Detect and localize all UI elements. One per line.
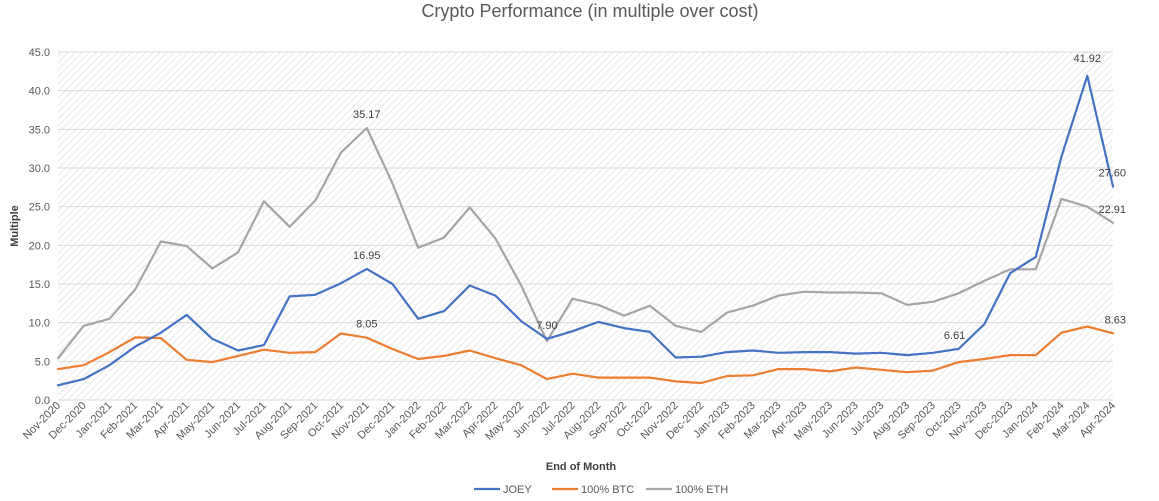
legend-label: 100% ETH — [675, 484, 728, 496]
data-label: 35.17 — [353, 109, 381, 121]
data-label: 41.92 — [1074, 53, 1102, 65]
y-tick-label: 10.0 — [29, 318, 50, 330]
data-labels: 16.95 7.90 6.61 41.92 27.60 8.05 8.63 35.17 22.9… — [353, 53, 1126, 342]
y-tick-label: 45.0 — [29, 47, 50, 59]
y-tick-label: 30.0 — [29, 163, 50, 175]
series-lines — [56, 74, 1115, 387]
legend-label: JOEY — [503, 484, 532, 496]
gridlines — [58, 51, 1113, 401]
chart-title: Crypto Performance (in multiple over cos… — [421, 1, 758, 21]
y-tick-label: 0.0 — [35, 395, 50, 407]
y-tick-label: 35.0 — [29, 124, 50, 136]
x-axis-ticks: Nov-2020Dec-2020Jan-2021Feb-2021Mar-2021… — [21, 400, 1118, 443]
legend-label: 100% BTC — [581, 484, 634, 496]
series-line-100-eth — [56, 126, 1115, 360]
data-label: 7.90 — [536, 320, 557, 332]
data-label: 8.05 — [356, 319, 377, 331]
y-tick-label: 25.0 — [29, 202, 50, 214]
data-label: 6.61 — [944, 330, 965, 342]
series-line-100-btc — [56, 325, 1115, 385]
y-tick-label: 40.0 — [29, 86, 50, 98]
y-tick-label: 5.0 — [35, 356, 50, 368]
y-tick-label: 20.0 — [29, 240, 50, 252]
y-axis-title: Multiple — [9, 205, 21, 247]
plot-area — [58, 52, 1113, 400]
x-axis-title: End of Month — [546, 461, 617, 473]
data-label: 27.60 — [1098, 168, 1126, 180]
series-line-joey — [56, 74, 1115, 387]
legend: JOEY 100% BTC 100% ETH — [474, 484, 728, 496]
y-axis-ticks: 0.0 5.0 10.0 15.0 20.0 25.0 30.0 35.0 40.0 45.0 — [29, 47, 50, 407]
data-label: 16.95 — [353, 250, 381, 262]
data-label: 8.63 — [1105, 314, 1126, 326]
data-label: 22.91 — [1098, 204, 1126, 216]
y-tick-label: 15.0 — [29, 279, 50, 291]
